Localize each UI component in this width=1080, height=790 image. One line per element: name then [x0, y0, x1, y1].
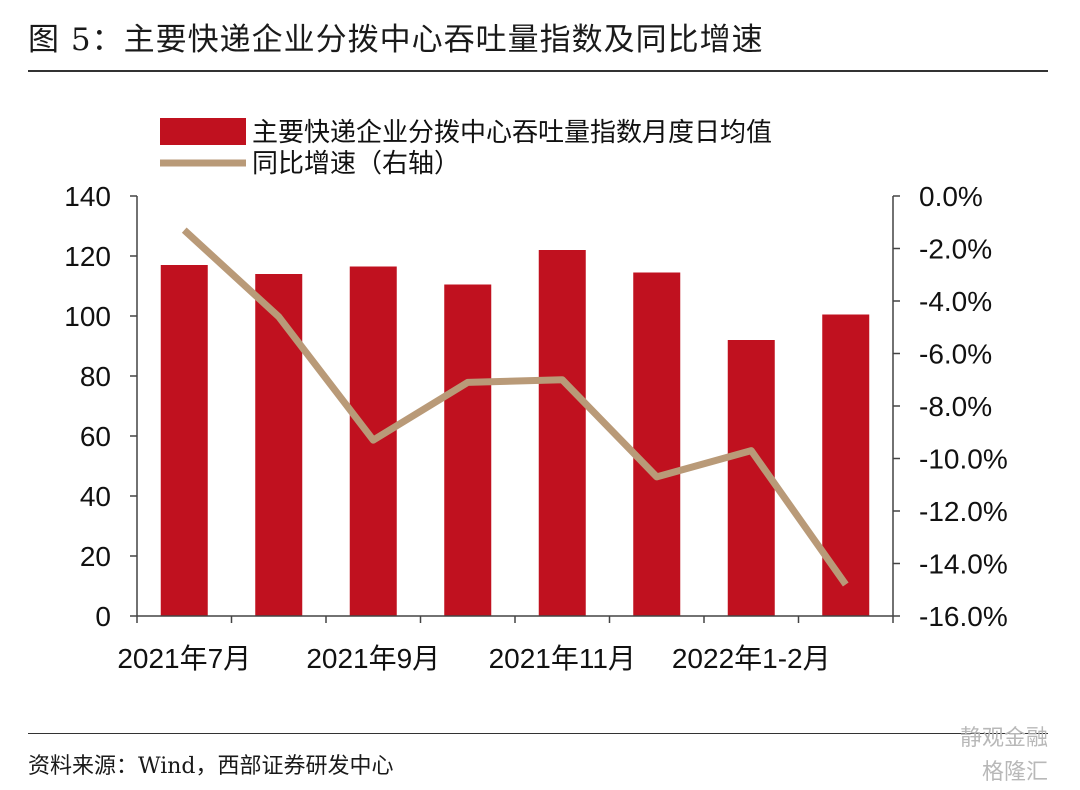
right-tick-label: -16.0% — [919, 601, 1008, 632]
right-tick-label: -12.0% — [919, 496, 1008, 527]
bar — [444, 285, 491, 617]
left-tick-label: 20 — [80, 541, 111, 572]
left-tick-label: 120 — [64, 241, 111, 272]
bar — [633, 273, 680, 617]
right-tick-label: -4.0% — [919, 286, 992, 317]
x-tick-label: 2021年7月 — [117, 643, 251, 674]
left-tick-label: 80 — [80, 361, 111, 392]
legend-swatch-bar — [160, 118, 246, 145]
left-tick-label: 100 — [64, 301, 111, 332]
right-tick-label: -10.0% — [919, 444, 1008, 475]
x-axis: 2021年7月 2021年9月 2021年11月 2022年1-2月 — [117, 616, 893, 674]
source-note: 资料来源：Wind，西部证券研发中心 — [28, 748, 394, 780]
left-tick-label: 60 — [80, 421, 111, 452]
watermark-line1: 静观金融 — [960, 722, 1048, 756]
bar — [161, 265, 208, 616]
source-rule — [28, 733, 1048, 734]
left-tick-label: 140 — [64, 181, 111, 212]
watermark: 静观金融 格隆汇 — [960, 722, 1048, 790]
legend-label-line: 同比增速（右轴） — [252, 149, 460, 179]
bar — [539, 250, 586, 616]
right-tick-label: -8.0% — [919, 391, 992, 422]
watermark-line2: 格隆汇 — [960, 756, 1048, 790]
bar — [255, 274, 302, 616]
left-tick-label: 0 — [95, 601, 111, 632]
x-tick-label: 2022年1-2月 — [672, 643, 831, 674]
right-tick-label: -6.0% — [919, 339, 992, 370]
left-axis: 0 20 40 60 80 100 120 140 — [64, 181, 137, 632]
x-tick-label: 2021年9月 — [306, 643, 440, 674]
right-tick-label: -2.0% — [919, 234, 992, 265]
right-tick-label: -14.0% — [919, 549, 1008, 580]
x-tick-label: 2021年11月 — [489, 643, 636, 674]
bar — [822, 315, 869, 617]
legend-label-bar: 主要快递企业分拨中心吞吐量指数月度日均值 — [252, 118, 772, 148]
right-axis: 0.0% -2.0% -4.0% -6.0% -8.0% -10.0% -12.0% -14.… — [893, 181, 1008, 632]
right-tick-label: 0.0% — [919, 181, 983, 212]
left-tick-label: 40 — [80, 481, 111, 512]
